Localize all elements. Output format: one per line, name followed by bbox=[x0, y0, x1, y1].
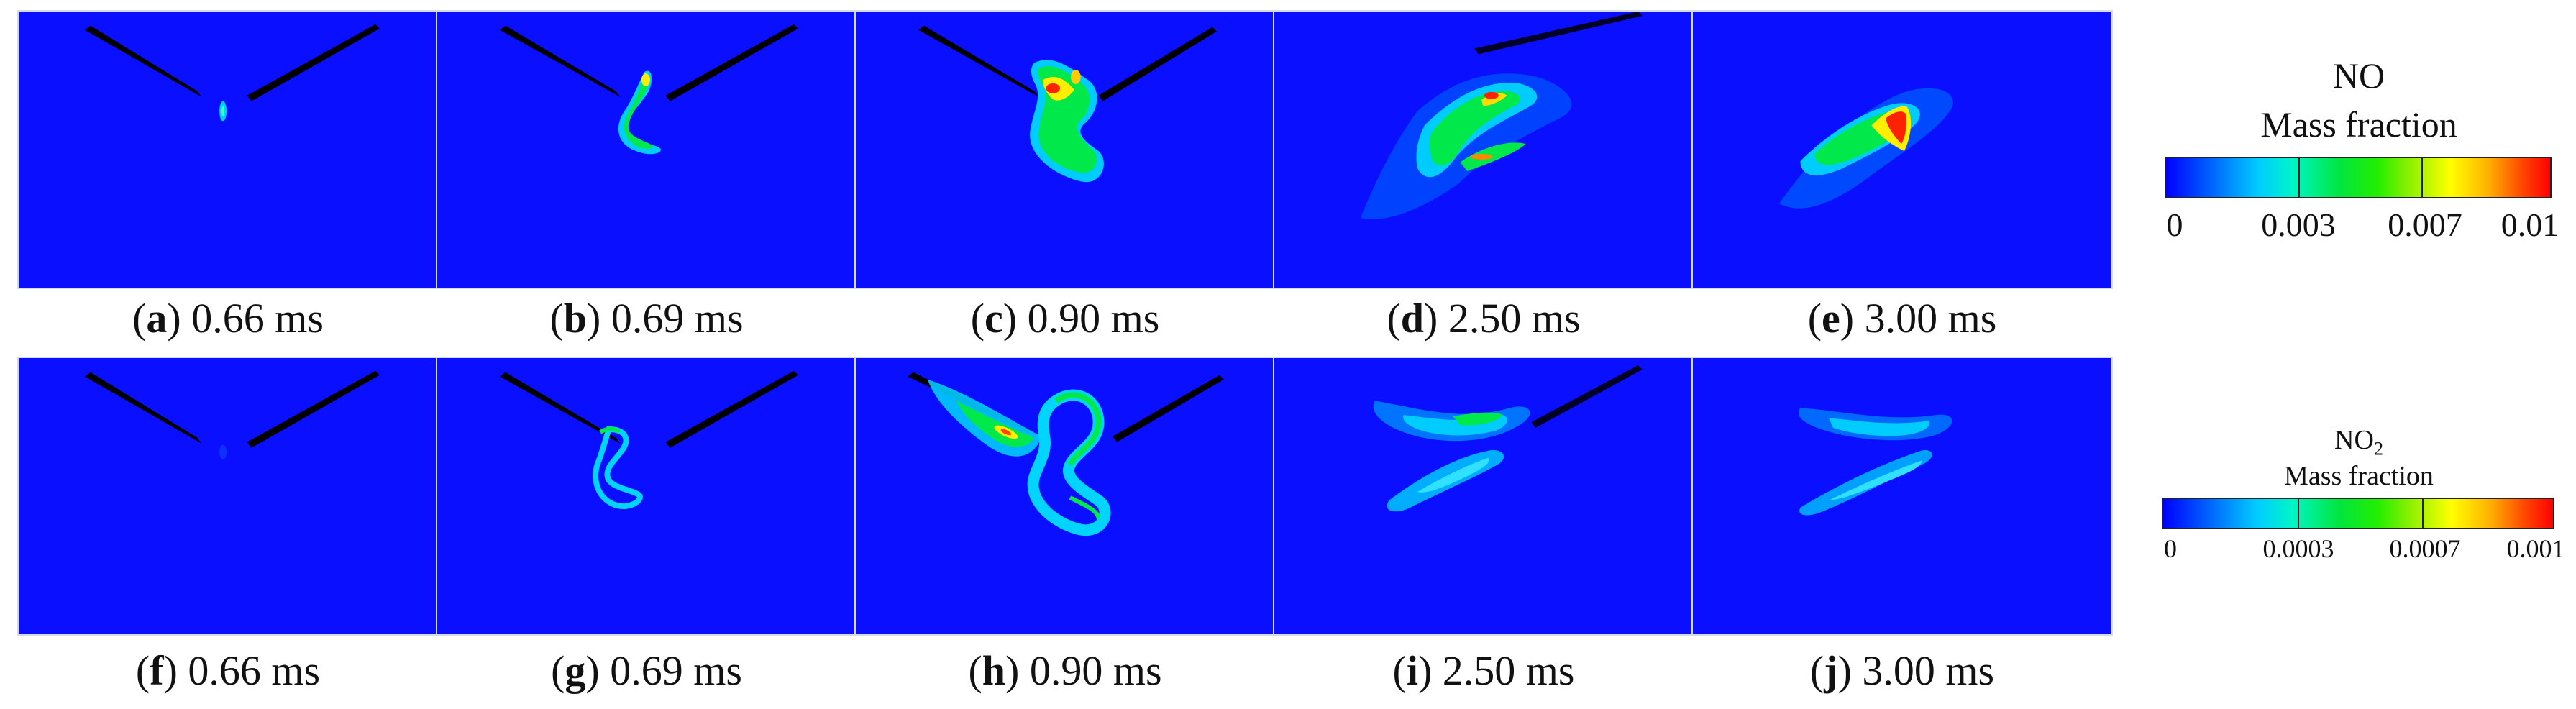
caption-time: 0.66 ms bbox=[191, 295, 324, 342]
colorbar-tick bbox=[2421, 158, 2424, 197]
contour-plot-f bbox=[85, 370, 380, 459]
panel-b bbox=[436, 10, 857, 289]
caption-time: 0.69 ms bbox=[611, 295, 744, 342]
caption-letter: a bbox=[146, 295, 168, 342]
caption-letter: j bbox=[1824, 647, 1838, 694]
caption-time: 2.50 ms bbox=[1448, 295, 1581, 342]
caption-a: (a) 0.66 ms bbox=[132, 295, 324, 342]
caption-time: 0.90 ms bbox=[1027, 295, 1160, 342]
panel-e bbox=[1691, 10, 2113, 289]
caption-time: 3.00 ms bbox=[1864, 295, 1997, 342]
legend-subtitle: Mass fraction bbox=[2260, 104, 2457, 145]
colorbar-tick bbox=[2298, 158, 2301, 197]
caption-letter: h bbox=[982, 647, 1006, 694]
caption-letter: g bbox=[565, 647, 586, 694]
legend-species-subscript: 2 bbox=[2373, 438, 2383, 459]
caption-letter: d bbox=[1400, 295, 1425, 342]
caption-e: (e) 3.00 ms bbox=[1807, 295, 1997, 342]
legend-no-subtitle: Mass fraction bbox=[2157, 104, 2560, 145]
caption-h: (h) 0.90 ms bbox=[968, 647, 1162, 694]
caption-time: 0.90 ms bbox=[1029, 647, 1162, 694]
caption-letter: f bbox=[150, 647, 164, 694]
contour-plot-c bbox=[918, 25, 1217, 183]
caption-g: (g) 0.69 ms bbox=[551, 647, 742, 694]
caption-i: (i) 2.50 ms bbox=[1392, 647, 1575, 694]
caption-letter: e bbox=[1822, 295, 1840, 342]
legend-species: NO bbox=[2332, 55, 2385, 96]
panel-a bbox=[17, 10, 439, 289]
legend-no2-subtitle: Mass fraction bbox=[2157, 460, 2560, 492]
legend-no2-tick-1: 0.0003 bbox=[2262, 534, 2334, 563]
legend-no-tick-0: 0 bbox=[2166, 206, 2183, 243]
caption-letter: i bbox=[1406, 647, 1418, 694]
legend-no2-title: NO2 bbox=[2157, 424, 2560, 460]
colorbar-tick bbox=[2422, 499, 2424, 528]
caption-time: 3.00 ms bbox=[1862, 647, 1995, 694]
panel-i bbox=[1273, 357, 1694, 636]
caption-c: (c) 0.90 ms bbox=[970, 295, 1160, 342]
legend-no-tick-2: 0.007 bbox=[2388, 206, 2462, 243]
contour-plot-d bbox=[1360, 12, 1643, 219]
colorbar-tick bbox=[2297, 499, 2299, 528]
contour-plot-j bbox=[1798, 408, 1952, 516]
caption-letter: c bbox=[985, 295, 1003, 342]
caption-b: (b) 0.69 ms bbox=[549, 295, 744, 342]
caption-f: (f) 0.66 ms bbox=[135, 647, 321, 694]
legend-no2-tick-3: 0.001 bbox=[2506, 534, 2565, 563]
caption-j: (j) 3.00 ms bbox=[1809, 647, 1995, 694]
legend-no-colorbar bbox=[2165, 157, 2552, 198]
panel-d bbox=[1273, 10, 1694, 289]
panel-h bbox=[854, 357, 1276, 636]
legend-no2-tick-2: 0.0007 bbox=[2389, 534, 2461, 563]
legend-no-title: NO bbox=[2157, 55, 2560, 96]
legend-subtitle: Mass fraction bbox=[2284, 461, 2434, 491]
caption-time: 2.50 ms bbox=[1442, 647, 1575, 694]
contour-plot-a bbox=[85, 24, 380, 122]
legend-species: NO bbox=[2334, 425, 2374, 455]
contour-plot-b bbox=[500, 24, 798, 155]
caption-time: 0.69 ms bbox=[610, 647, 742, 694]
panel-g bbox=[436, 357, 857, 636]
contour-plot-i bbox=[1373, 365, 1643, 512]
panel-f bbox=[17, 357, 439, 636]
legend-no2-colorbar bbox=[2162, 498, 2554, 529]
caption-letter: b bbox=[563, 295, 588, 342]
contour-plot-g bbox=[500, 370, 798, 509]
legend-no2-tick-0: 0 bbox=[2164, 534, 2177, 563]
panel-c bbox=[854, 10, 1276, 289]
legend-no-tick-1: 0.003 bbox=[2261, 206, 2336, 243]
contour-plot-e bbox=[1778, 88, 1953, 209]
panel-j bbox=[1691, 357, 2113, 636]
caption-time: 0.66 ms bbox=[188, 647, 321, 694]
caption-d: (d) 2.50 ms bbox=[1387, 295, 1581, 342]
legend-no-tick-3: 0.01 bbox=[2500, 206, 2559, 243]
contour-plot-h bbox=[908, 372, 1224, 536]
